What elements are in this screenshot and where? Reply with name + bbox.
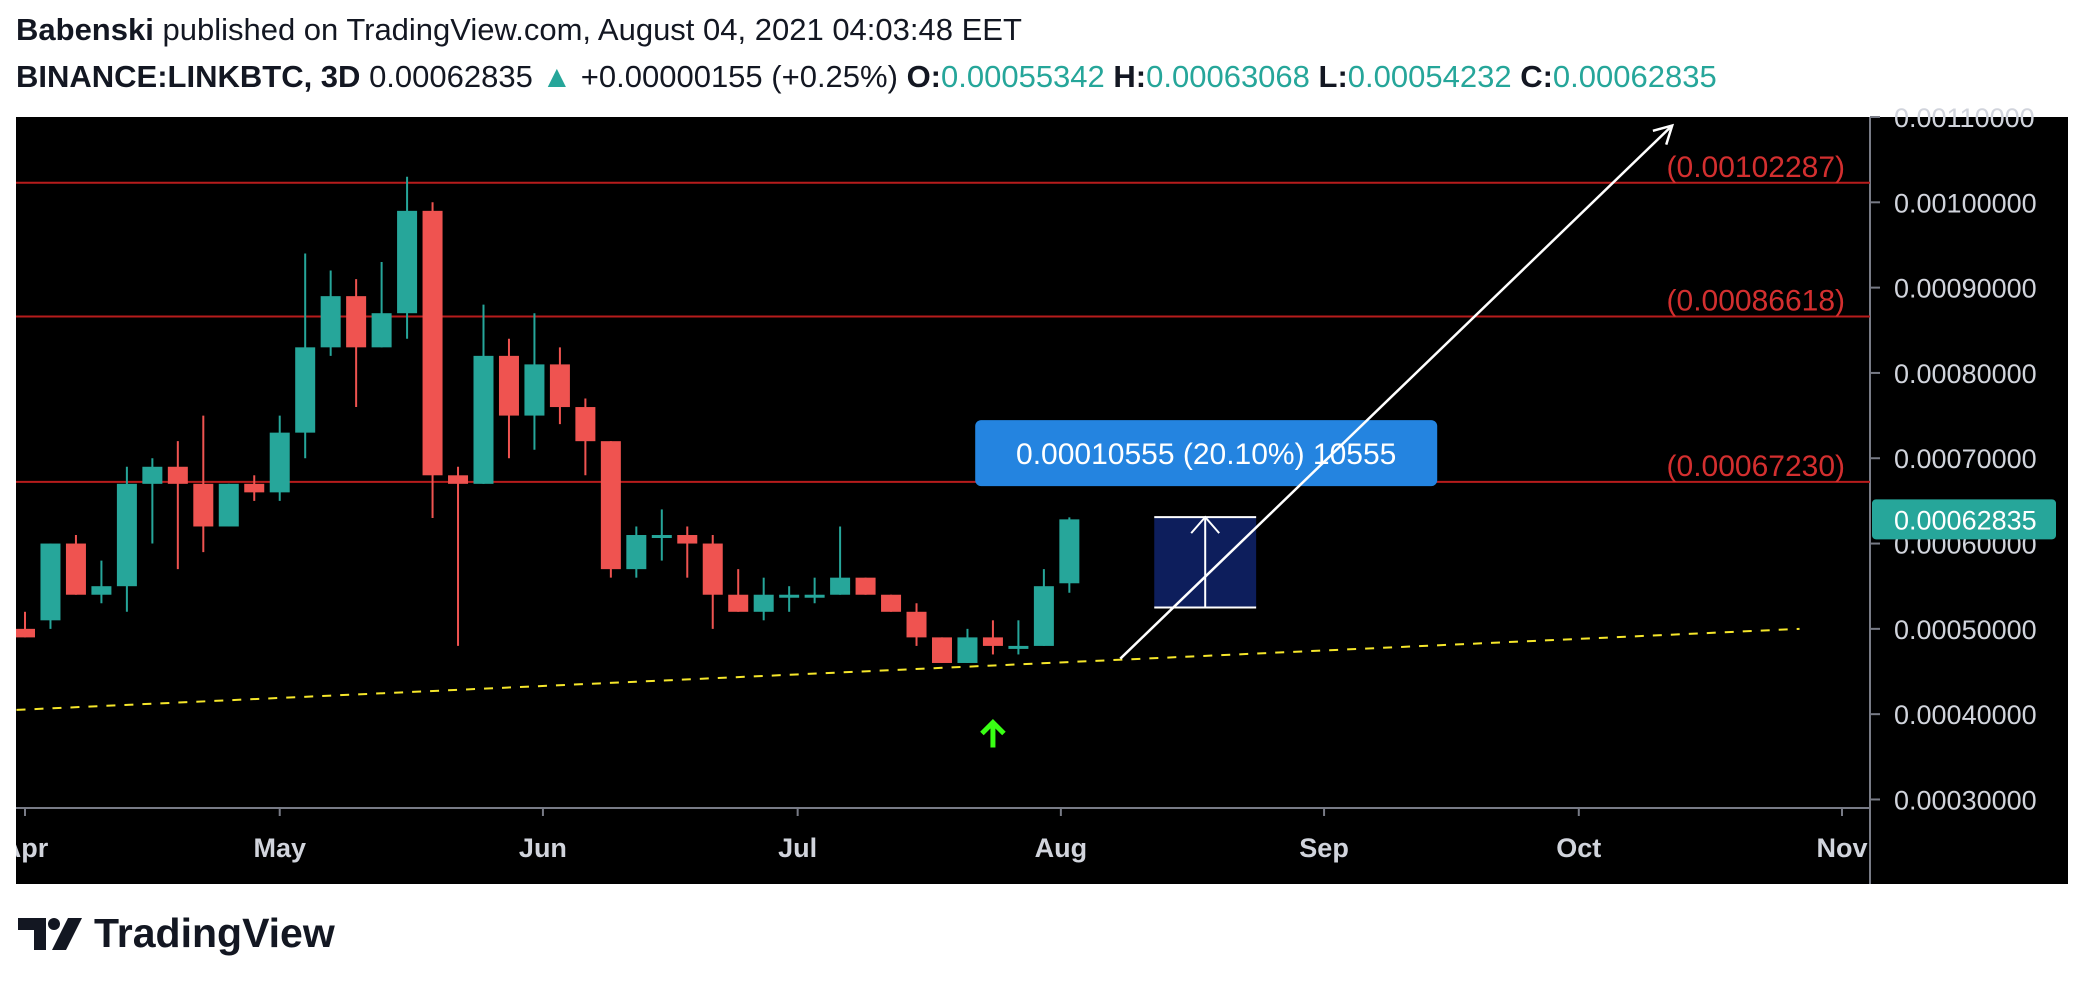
price-axis[interactable]: 0.000300000.000400000.000500000.00060000… — [1870, 103, 2037, 815]
candle-down — [982, 637, 1003, 646]
candle-down — [575, 407, 596, 442]
chart-background — [16, 117, 2068, 884]
candle-down — [600, 441, 621, 570]
price-tick-label: 0.00110000 — [1894, 103, 2035, 133]
candle-down — [498, 355, 519, 416]
candle-up — [116, 483, 137, 587]
candle-up — [957, 637, 978, 663]
candle-down — [549, 364, 570, 408]
time-tick-label: Jun — [519, 833, 567, 863]
drawing-arrows[interactable] — [980, 123, 1675, 748]
time-tick-label: Jul — [778, 833, 817, 863]
candle-up — [473, 355, 494, 484]
price-tick-label: 0.00040000 — [1894, 700, 2037, 730]
symbol-name[interactable]: BINANCE:LINKBTC, 3D — [16, 59, 361, 94]
candle-up — [142, 466, 163, 484]
candle-down — [677, 535, 698, 544]
measure-label: 0.00010555 (20.10%) 10555 — [1016, 438, 1396, 471]
last-price-tag: 0.00062835 — [0, 117, 2056, 884]
high-label: H: — [1113, 59, 1147, 94]
candle-up — [40, 543, 61, 621]
resistance-label: (0.00067230) — [1667, 450, 1845, 483]
candle-up — [371, 313, 392, 348]
candle-down — [65, 543, 86, 595]
resistance-label: (0.00086618) — [1667, 284, 1845, 317]
candle-up — [1033, 586, 1054, 646]
candle-up — [1059, 519, 1080, 584]
candle-down — [931, 637, 952, 663]
publish-info: Babenski published on TradingView.com, A… — [16, 12, 1022, 48]
candle-up — [269, 432, 290, 493]
candle-up — [524, 364, 545, 416]
tradingview-logo-icon — [18, 917, 82, 950]
candle-up — [804, 594, 825, 598]
last-price-tag-label: 0.00062835 — [1894, 505, 2037, 535]
candle-down — [906, 611, 927, 638]
low-label: L: — [1318, 59, 1348, 94]
low-value: 0.00054232 — [1347, 59, 1512, 94]
time-axis[interactable]: Apr May Jun Jul Aug Sep Oct Nov — [2, 808, 1868, 863]
price-tick-label: 0.00030000 — [1894, 785, 2037, 815]
time-tick-label: Sep — [1299, 833, 1349, 863]
last-price: 0.00062835 — [369, 59, 533, 94]
price-tick-label: 0.00080000 — [1894, 359, 2037, 389]
author-name[interactable]: Babenski — [16, 12, 154, 47]
last-price-tag-box — [1872, 499, 2056, 540]
candle-down — [15, 628, 35, 638]
candle-down — [346, 296, 367, 348]
candle-down — [728, 594, 749, 612]
candle-up — [779, 594, 800, 598]
time-tick-label: Aug — [1035, 833, 1087, 863]
left-margin — [0, 117, 16, 884]
published-text: published on TradingView.com, August 04,… — [162, 12, 1022, 47]
candle-down — [702, 543, 723, 595]
time-tick-label: Nov — [1816, 833, 1867, 863]
symbol-info: BINANCE:LINKBTC, 3D 0.00062835 ▲ +0.0000… — [16, 59, 1717, 95]
price-tick-label: 0.00070000 — [1894, 444, 2037, 474]
resistance-label: (0.00102287) — [1667, 151, 1845, 184]
candle-up — [91, 586, 112, 595]
candle-down — [855, 577, 876, 595]
candle-up — [651, 535, 672, 539]
price-tick-label: 0.00050000 — [1894, 615, 2037, 645]
candle-up — [397, 210, 418, 314]
measure-label-box — [975, 420, 1438, 487]
open-value: 0.00055342 — [941, 59, 1105, 94]
candle-up — [295, 347, 316, 433]
candle-down — [448, 475, 469, 484]
candle-up — [753, 594, 774, 612]
measure-arrowhead-icon — [1190, 515, 1220, 534]
time-tick-label: May — [253, 833, 306, 863]
candle-down — [193, 483, 214, 527]
open-label: O: — [906, 59, 941, 94]
brand-name: TradingView — [94, 910, 335, 956]
price-tick-label: 0.00090000 — [1894, 274, 2037, 304]
candle-up — [1008, 645, 1029, 649]
candle-up — [626, 535, 647, 570]
time-tick-label: Oct — [1556, 833, 1601, 863]
up-arrow-icon — [980, 718, 1006, 736]
price-range-measure[interactable]: 0.00010555 (20.10%) 10555 — [975, 420, 1438, 609]
candlestick-series — [15, 176, 1080, 663]
candle-up — [320, 296, 341, 348]
price-change: +0.00000155 (+0.25%) — [580, 59, 898, 94]
high-value: 0.00063068 — [1146, 59, 1310, 94]
candle-up — [218, 483, 239, 527]
price-tick-label: 0.00100000 — [1894, 188, 2037, 218]
candle-down — [422, 210, 443, 476]
projection-arrow-line — [1119, 124, 1674, 660]
candle-down — [167, 466, 188, 484]
tradingview-brand[interactable]: TradingView — [16, 910, 335, 957]
projection-arrowhead-icon — [1652, 123, 1675, 145]
candle-down — [244, 483, 265, 493]
up-triangle-icon: ▲ — [541, 59, 573, 94]
candle-up — [830, 577, 851, 595]
candle-down — [881, 594, 902, 612]
axis-lines — [16, 117, 1871, 884]
close-value: 0.00062835 — [1552, 59, 1717, 94]
close-label: C: — [1520, 59, 1553, 94]
